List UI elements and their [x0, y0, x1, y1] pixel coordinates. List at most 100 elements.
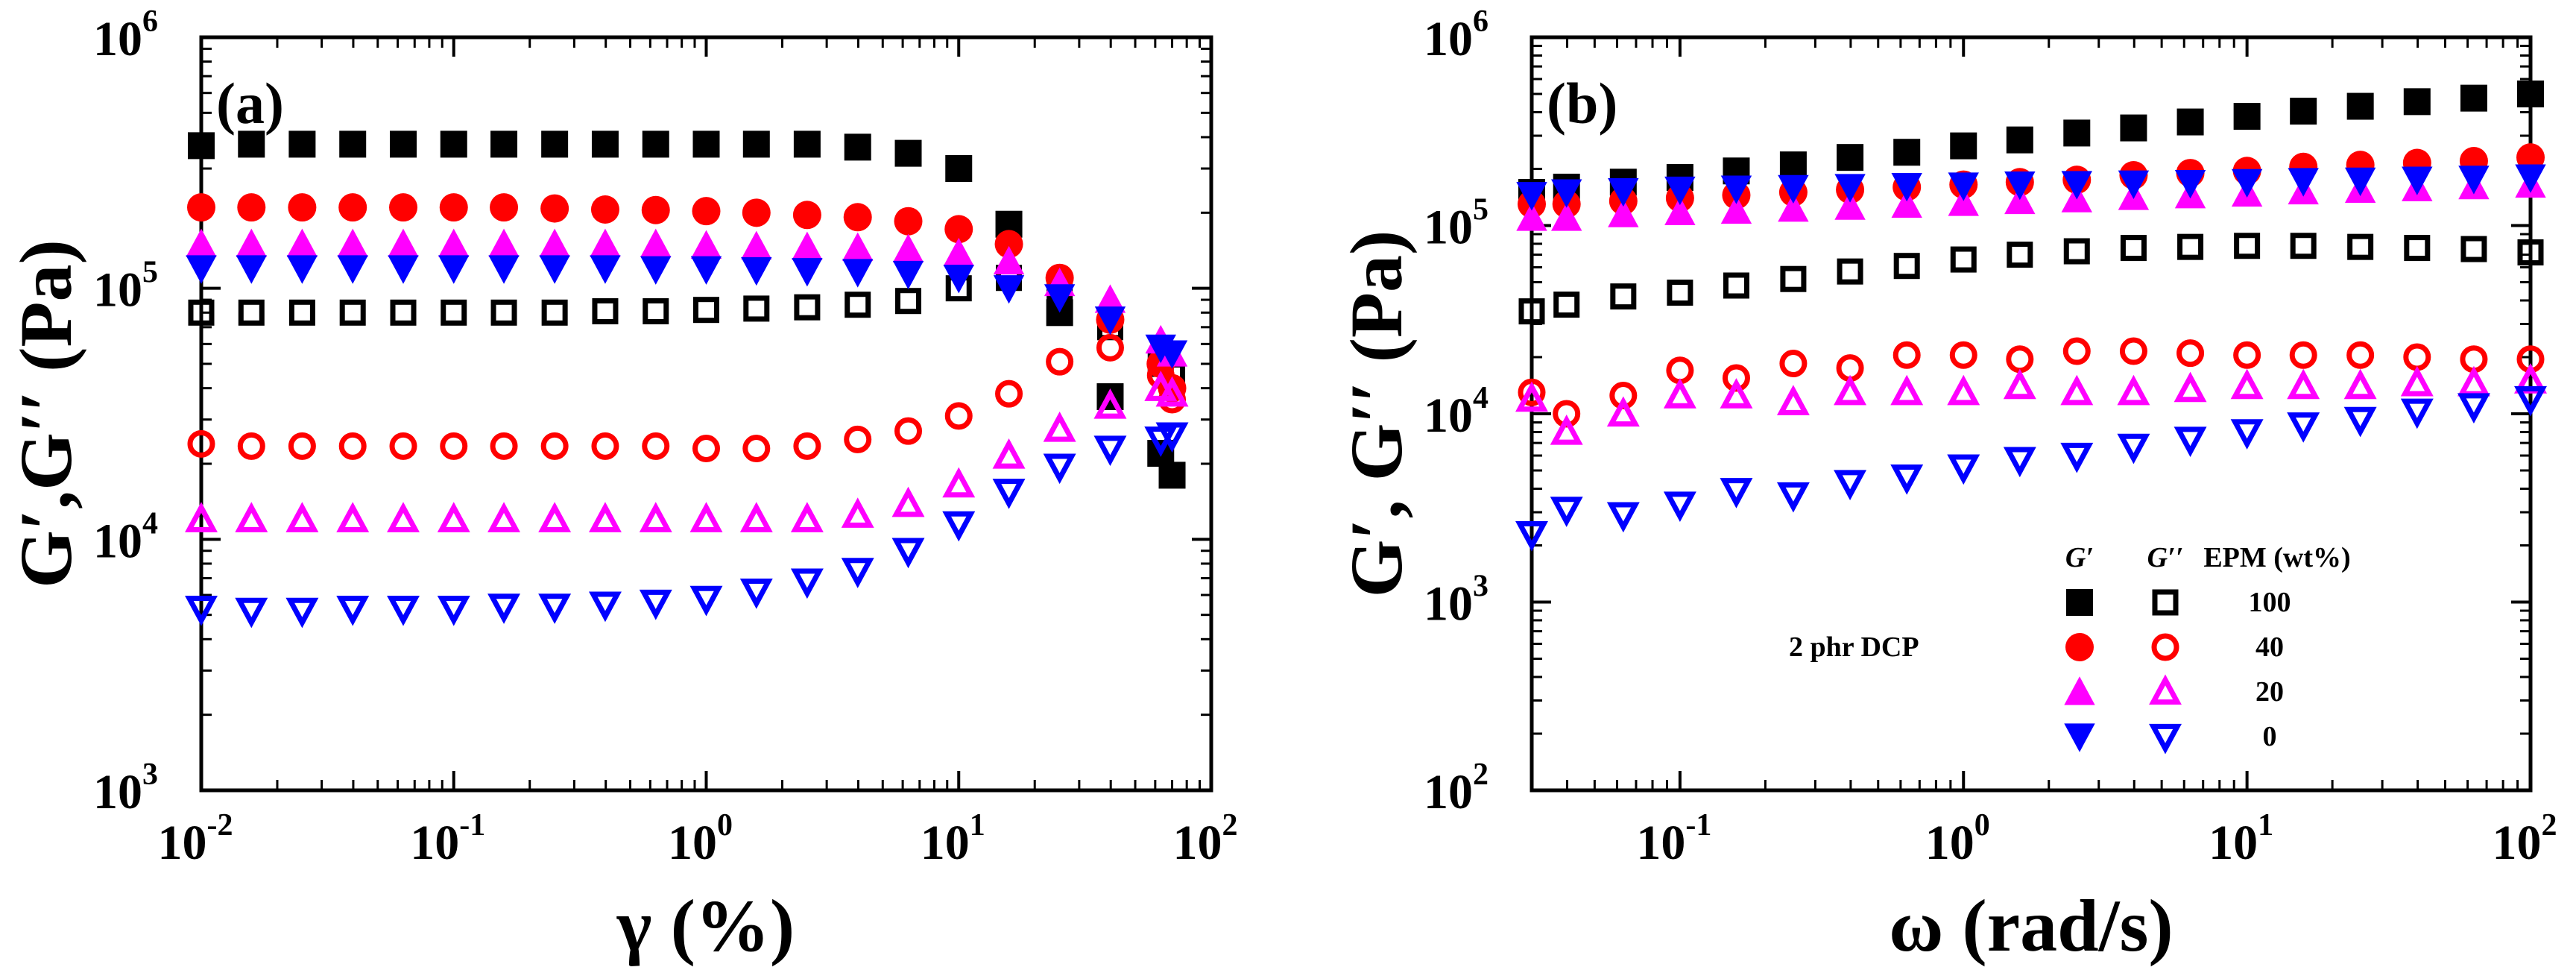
data-point	[187, 429, 215, 458]
series-g-20-wt-	[185, 371, 1189, 532]
data-point	[841, 497, 874, 528]
data-point	[2343, 406, 2377, 438]
x-tick-exponent: 2	[2542, 808, 2557, 843]
data-point	[894, 207, 923, 236]
data-point	[692, 130, 720, 158]
legend-label: 0	[2263, 721, 2277, 752]
data-point	[488, 228, 520, 257]
data-point	[2062, 337, 2091, 365]
legend: G′ G′′ EPM (wt%) 100 40 20 0	[2064, 542, 2351, 755]
data-point	[642, 432, 670, 460]
legend-label: 40	[2255, 632, 2284, 663]
data-point	[1608, 177, 1639, 207]
data-point	[2120, 235, 2147, 262]
data-point	[892, 260, 924, 290]
legend-marker-open	[2152, 589, 2179, 616]
data-point	[841, 558, 874, 588]
x-tick-label: 10-1	[410, 808, 485, 870]
data-point	[641, 195, 670, 224]
data-point	[389, 193, 418, 222]
data-point	[541, 299, 568, 326]
data-point	[590, 195, 619, 224]
x-tick-exponent: 0	[1974, 808, 1990, 843]
x-tick-exponent: 2	[1222, 808, 1238, 843]
data-point	[1720, 478, 1753, 508]
data-point	[286, 255, 318, 284]
y-tick-exponent: 4	[1473, 381, 1489, 415]
data-point	[590, 255, 621, 284]
data-point	[1949, 341, 1977, 369]
data-point	[2174, 170, 2206, 199]
x-tick-base: 10	[410, 816, 459, 870]
data-point	[2402, 166, 2433, 195]
data-point	[2517, 239, 2544, 266]
data-point	[689, 585, 723, 617]
data-point	[339, 299, 366, 326]
y-tick-base: 10	[1424, 201, 1473, 255]
data-point	[2287, 412, 2320, 443]
y-tick-exponent: 3	[142, 758, 158, 792]
data-point	[1093, 388, 1127, 419]
data-point	[2290, 98, 2317, 125]
data-point	[2400, 398, 2434, 429]
data-point	[741, 230, 772, 259]
y-tick-base: 10	[1424, 577, 1473, 632]
x-axis-title: γ (%)	[616, 884, 795, 967]
data-point	[891, 538, 925, 569]
annotation-text: 2 phr DCP	[1789, 632, 1919, 663]
legend-marker-filled	[2064, 723, 2095, 752]
data-point	[541, 130, 569, 158]
data-point	[845, 292, 871, 318]
legend-header-g-prime: G′	[2065, 542, 2094, 573]
data-point	[1780, 265, 1807, 292]
data-point	[437, 595, 470, 626]
panel-label: (b)	[1547, 71, 1617, 136]
series-g-100-wt-	[1518, 81, 2544, 207]
data-point	[2287, 368, 2320, 400]
data-point	[1044, 284, 1076, 313]
data-point	[336, 595, 370, 626]
data-point	[2117, 374, 2150, 406]
y-tick-exponent: 6	[1473, 4, 1489, 39]
y-tick-label: 103	[93, 758, 158, 819]
data-point	[338, 193, 367, 222]
data-point	[1158, 462, 1186, 489]
data-point	[1096, 333, 1124, 362]
x-tick-exponent: -1	[459, 808, 485, 843]
data-point	[1550, 202, 1582, 231]
data-point	[739, 579, 773, 609]
data-point	[591, 432, 619, 460]
data-point	[943, 265, 974, 294]
series-g-40-wt-	[187, 333, 1187, 463]
data-point	[387, 595, 420, 626]
data-point	[288, 193, 317, 222]
y-tick-label: 104	[1424, 381, 1489, 443]
data-point	[1893, 139, 1921, 166]
data-point	[390, 130, 417, 158]
data-point	[185, 595, 218, 626]
data-point	[2233, 341, 2261, 369]
data-point	[288, 299, 315, 326]
x-tick-label: 101	[2209, 808, 2273, 870]
data-point	[1834, 374, 1867, 406]
data-point	[2457, 393, 2490, 424]
data-point	[895, 288, 922, 315]
data-point	[187, 193, 215, 222]
data-point	[1606, 396, 1640, 427]
x-tick-exponent: 1	[970, 808, 985, 843]
y-tick-base: 10	[93, 514, 142, 568]
data-point	[2231, 169, 2263, 198]
data-point	[2230, 368, 2264, 400]
data-point	[2176, 108, 2204, 136]
data-point	[539, 228, 570, 257]
data-point	[690, 230, 722, 259]
data-point	[1893, 253, 1920, 280]
data-point	[2234, 233, 2261, 259]
data-point	[741, 256, 772, 286]
data-point	[992, 438, 1026, 469]
data-point	[188, 132, 215, 160]
y-tick-base: 10	[1424, 765, 1473, 819]
data-point	[2288, 168, 2319, 197]
data-point	[2460, 84, 2487, 112]
data-point	[2346, 92, 2374, 120]
